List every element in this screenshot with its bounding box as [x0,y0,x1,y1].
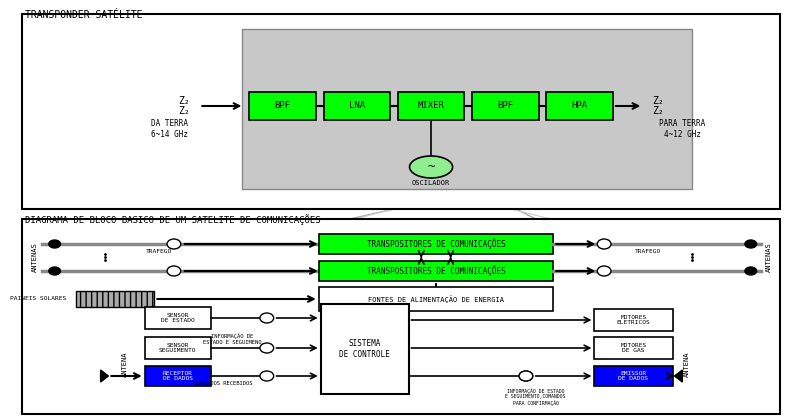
Text: TRAFEGO: TRAFEGO [635,248,661,253]
Bar [594,366,673,386]
Bar [249,92,316,120]
Ellipse shape [519,371,533,381]
Text: ANTENA: ANTENA [685,351,690,377]
Text: DIAGRAMA DE BLOCO BASICO DE UM SATELITE DE COMUNICAÇÕES: DIAGRAMA DE BLOCO BASICO DE UM SATELITE … [25,214,321,225]
Text: ANTENA: ANTENA [122,351,128,377]
Polygon shape [674,370,682,382]
Text: DA TERRA
6~14 GHz: DA TERRA 6~14 GHz [151,119,188,139]
Bar [472,92,539,120]
Ellipse shape [260,371,274,381]
Text: BPF: BPF [498,101,513,111]
Text: ~: ~ [427,160,435,173]
Ellipse shape [410,156,453,178]
Text: Z₂: Z₂ [178,96,190,106]
Text: BPF: BPF [275,101,290,111]
Bar [323,92,390,120]
Text: FONTES DE ALIMENTAÇÃO DE ENERGIA: FONTES DE ALIMENTAÇÃO DE ENERGIA [368,295,504,303]
Text: OSCILADOR: OSCILADOR [412,180,450,186]
Text: INFORMAÇÃO DE ESTADO
E SEGUIMENTO,COMANDOS
PARA CONFIRMAÇÃO: INFORMAÇÃO DE ESTADO E SEGUIMENTO,COMAND… [506,388,566,406]
Text: INFORMAÇÃO DE
ESTADO E SEGUIMENO: INFORMAÇÃO DE ESTADO E SEGUIMENO [203,333,262,345]
Ellipse shape [260,343,274,353]
Text: PAINEIS SOLARES: PAINEIS SOLARES [10,297,67,302]
Text: HPA: HPA [571,101,588,111]
Text: MOTORES
DE GAS: MOTORES DE GAS [620,343,647,353]
Text: TRAFEGO: TRAFEGO [146,248,173,253]
Text: Z₂: Z₂ [178,106,190,116]
Ellipse shape [597,239,611,249]
Bar [319,287,553,311]
Bar [23,219,780,414]
Bar [594,337,673,359]
Bar [144,337,211,359]
Text: MOTORES
ELETRICOS: MOTORES ELETRICOS [616,315,650,326]
Text: LNA: LNA [349,101,365,111]
Text: ANTENAS: ANTENAS [32,242,38,272]
Ellipse shape [49,267,60,275]
Text: TRANSPONDER SATÉLITE: TRANSPONDER SATÉLITE [25,10,143,20]
Ellipse shape [49,240,60,248]
Text: SISTEMA
DE CONTROLE: SISTEMA DE CONTROLE [339,339,390,359]
Ellipse shape [167,266,181,276]
Ellipse shape [519,371,533,381]
Bar [76,291,155,307]
Text: TRANSPOSITORES DE COMUNICAÇÕES: TRANSPOSITORES DE COMUNICAÇÕES [367,266,506,277]
Text: MIXER: MIXER [418,101,444,111]
Polygon shape [100,370,108,382]
Text: Z₂: Z₂ [652,106,664,116]
Ellipse shape [597,266,611,276]
Bar [144,307,211,329]
Text: PARA TERRA
4~12 GHz: PARA TERRA 4~12 GHz [659,119,706,139]
Bar [319,261,553,281]
Text: SENSOR
SEGUIMENTO: SENSOR SEGUIMENTO [159,343,196,353]
Text: EMISSOR
DE DADOS: EMISSOR DE DADOS [619,370,648,381]
Bar [320,304,408,394]
Bar [319,234,553,254]
Ellipse shape [745,267,757,275]
Bar [398,92,464,120]
Bar [594,309,673,331]
Text: Z₂: Z₂ [652,96,664,106]
Text: ANTENAS: ANTENAS [765,242,772,272]
Text: RECEPTOR
DE DADOS: RECEPTOR DE DADOS [162,370,193,381]
Bar [23,14,780,209]
Text: SENSOR
DE ESTADO: SENSOR DE ESTADO [161,313,195,323]
Ellipse shape [745,240,757,248]
Text: TRANSPOSITORES DE COMUNICAÇÕES: TRANSPOSITORES DE COMUNICAÇÕES [367,238,506,249]
Ellipse shape [167,239,181,249]
Text: COMANDOS RECEBIDOS: COMANDOS RECEBIDOS [194,380,252,385]
Bar [144,366,211,386]
Ellipse shape [260,313,274,323]
Bar [243,29,692,189]
Bar [546,92,613,120]
